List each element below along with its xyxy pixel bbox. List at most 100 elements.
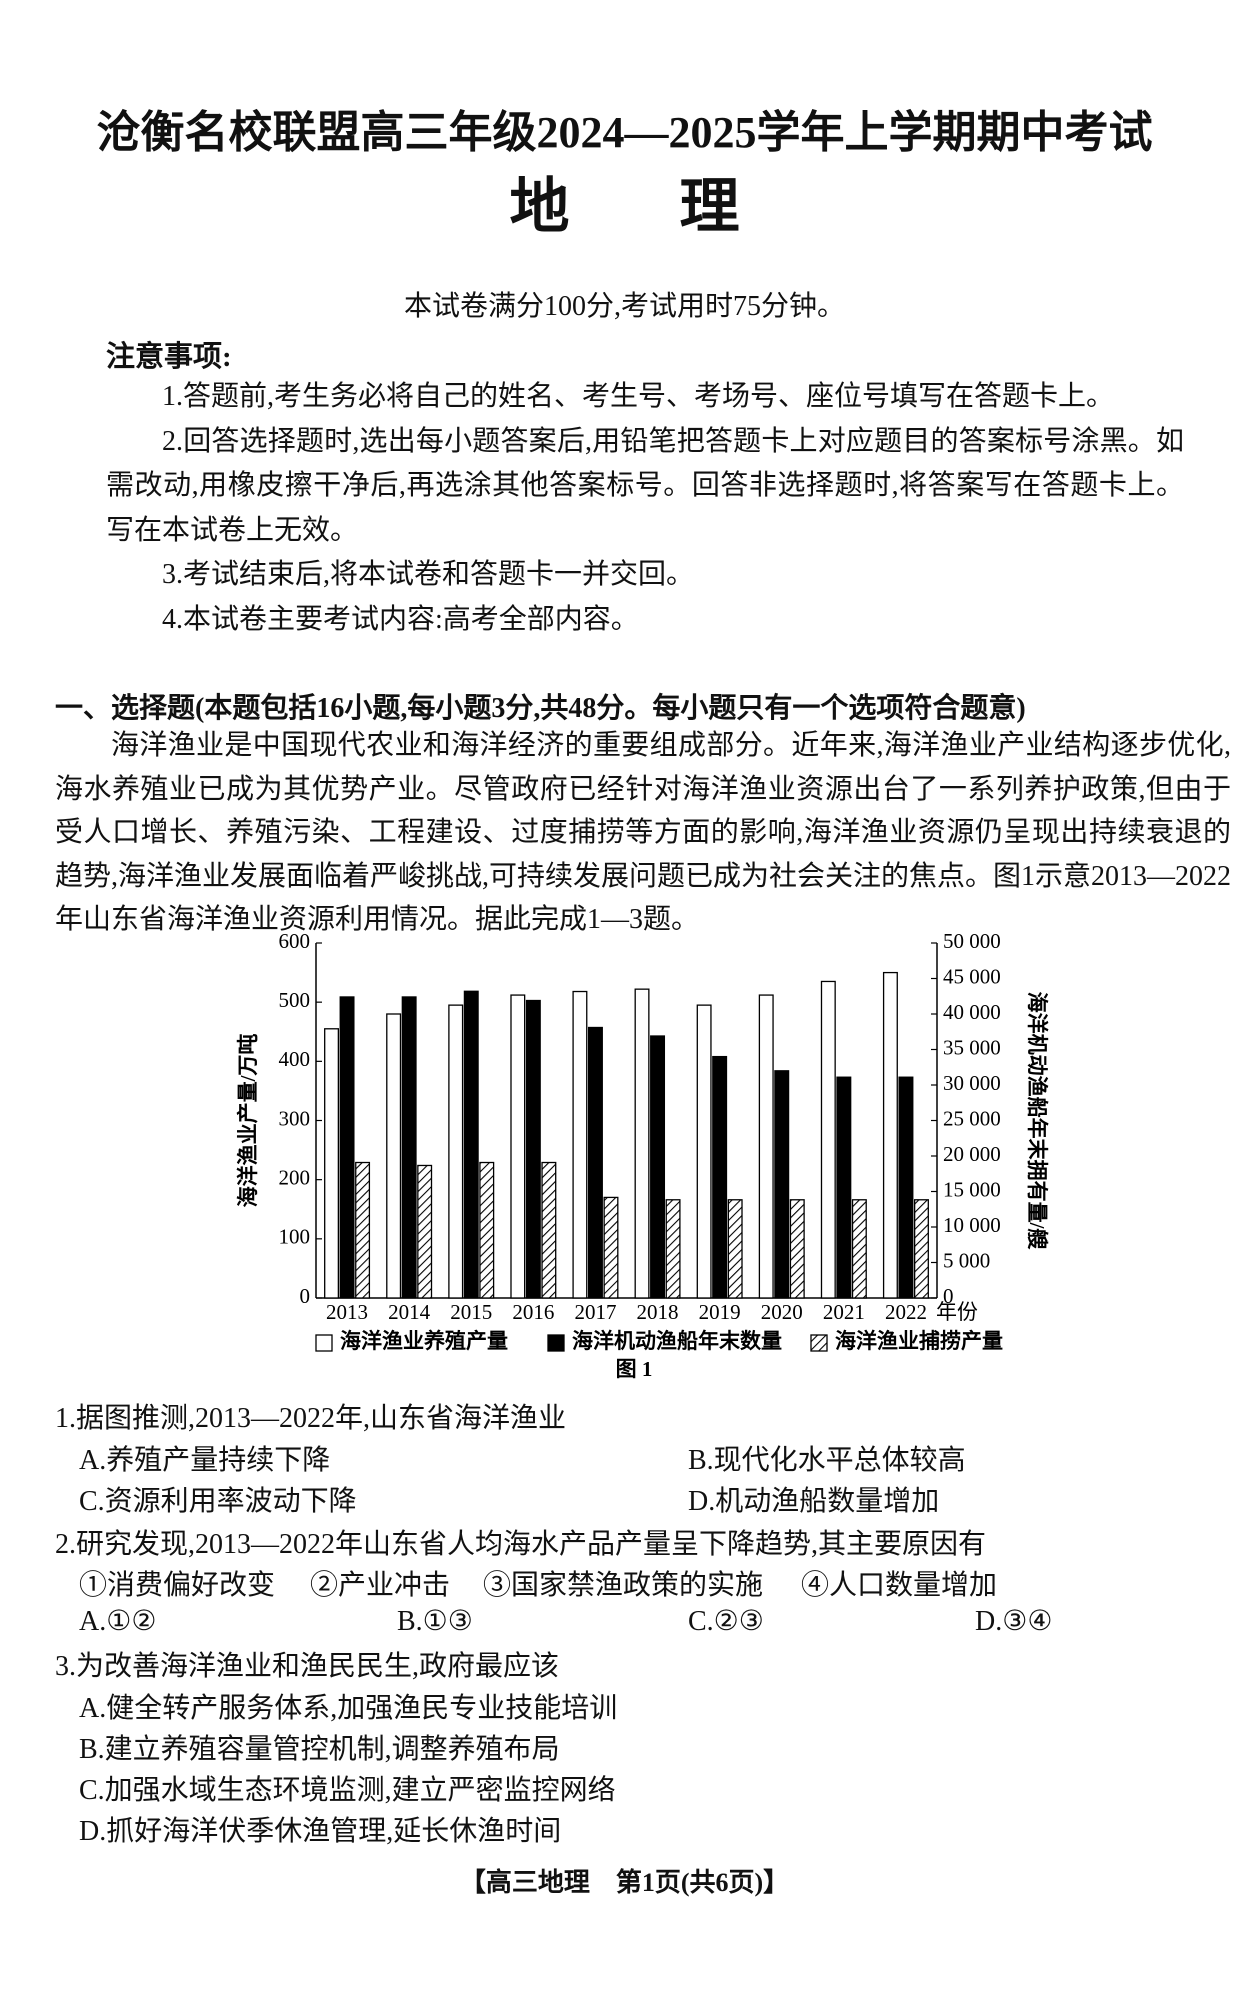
option: A.健全转产服务体系,加强渔民专业技能培训 [79,1693,618,1724]
bar [324,1028,340,1299]
legend-label: 海洋渔业捕捞产量 [835,1329,1003,1353]
y-tick-label: 500 [279,988,311,1012]
y-tick-label: 100 [279,1225,311,1249]
option: A.养殖产量持续下降 [79,1445,331,1476]
legend-swatch [547,1334,565,1352]
x-axis-label: 年份 [936,1300,978,1324]
statement: ④人口数量增加 [801,1570,998,1601]
y2-tick-label: 10 000 [943,1213,1001,1237]
option: B.①③ [397,1606,473,1637]
question-stem: 2.研究发现,2013—2022年山东省人均海水产品产量呈下降趋势,其主要原因有 [55,1529,987,1560]
note: 1.答题前,考生务必将自己的姓名、考生号、考场号、座位号填写在答题卡上。 [162,381,1115,412]
bar [758,994,774,1299]
bar [820,980,836,1299]
note: 2.回答选择题时,选出每小题答案后,用铅笔把答题卡上对应题目的答案标号涂黑。如需… [106,425,1184,546]
option: A.①② [79,1606,157,1637]
legend-label: 海洋机动渔船年末数量 [572,1329,782,1353]
legend-label: 海洋渔业养殖产量 [340,1329,508,1353]
y2-tick-label: 40 000 [943,1000,1001,1024]
section-heading: 一、选择题(本题包括16小题,每小题3分,共48分。每小题只有一个选项符合题意) [55,693,1026,724]
bar [603,1196,619,1299]
x-tick-label: 2013 [326,1300,368,1324]
y2-axis-label: 海洋机动渔船年末拥有量/艘 [1025,992,1049,1251]
option: B.建立养殖容量管控机制,调整养殖布局 [79,1734,560,1765]
y2-tick-label: 20 000 [943,1142,1001,1166]
statement: ①消费偏好改变 [79,1570,276,1601]
y2-tick-label: 30 000 [943,1071,1001,1095]
bar [339,996,355,1299]
note: 4.本试卷主要考试内容:高考全部内容。 [162,603,639,635]
bar [448,1004,464,1299]
bar [913,1199,929,1299]
option: D.③④ [975,1606,1053,1637]
y-tick-label: 0 [300,1284,311,1308]
statement: ③国家禁渔政策的实施 [483,1570,764,1601]
x-tick-label: 2021 [823,1300,865,1324]
x-tick-label: 2018 [637,1300,679,1324]
bar [634,988,650,1299]
passage: 海洋渔业是中国现代农业和海洋经济的重要组成部分。近年来,海洋渔业产业结构逐步优化… [55,730,1232,935]
option: C.加强水域生态环境监测,建立严密监控网络 [79,1775,616,1806]
bar [463,990,479,1299]
bar [386,1013,402,1299]
bar [417,1164,433,1299]
bar [727,1199,743,1299]
option: D.机动渔船数量增加 [688,1486,940,1517]
bar [572,990,588,1299]
exam-info: 本试卷满分100分,考试用时75分钟。 [403,291,845,322]
x-tick-label: 2017 [574,1300,616,1324]
figure-caption: 图 1 [616,1357,653,1381]
y2-tick-label: 45 000 [943,964,1001,988]
legend-swatch [315,1334,333,1352]
bar [587,1026,603,1299]
x-tick-label: 2022 [885,1300,927,1324]
y-tick-label: 600 [279,930,311,953]
x-tick-label: 2019 [699,1300,741,1324]
bar [665,1199,681,1299]
subject: 地理 [509,174,850,240]
notes-heading: 注意事项: [106,341,232,373]
bar [355,1161,371,1299]
bar [882,971,898,1299]
question-stem: 1.据图推测,2013—2022年,山东省海洋渔业 [55,1403,567,1434]
y2-tick-label: 0 [943,1284,954,1308]
bar [696,1004,712,1299]
y2-tick-label: 50 000 [943,930,1001,953]
y-axis-label: 海洋渔业产量/万吨 [236,1034,260,1208]
bar [774,1070,790,1299]
bar [898,1076,914,1299]
bar [712,1055,728,1299]
option: C.资源利用率波动下降 [79,1486,357,1517]
y-tick-label: 300 [279,1106,311,1130]
statement: ②产业冲击 [310,1570,451,1601]
y2-tick-label: 5 000 [943,1248,990,1272]
bar [401,996,417,1299]
legend-swatch [810,1334,828,1352]
x-tick-label: 2014 [388,1300,431,1324]
x-tick-label: 2015 [450,1300,492,1324]
exam-title: 沧衡名校联盟高三年级2024—2025学年上学期期中考试 [96,108,1153,157]
option: C.②③ [688,1606,764,1637]
y2-tick-label: 25 000 [943,1106,1001,1130]
y-tick-label: 400 [279,1047,311,1071]
option: D.抓好海洋伏季休渔管理,延长休渔时间 [79,1816,562,1847]
bar [479,1161,495,1299]
bar [836,1076,852,1299]
bar [525,999,541,1299]
x-tick-label: 2020 [761,1300,803,1324]
notes: 1.答题前,考生务必将自己的姓名、考生号、考场号、座位号填写在答题卡上。 2.回… [106,375,1184,642]
y2-tick-label: 35 000 [943,1035,1001,1059]
note: 3.考试结束后,将本试卷和答题卡一并交回。 [162,559,695,590]
bar [541,1161,557,1299]
chart: 0 100 200 300 400 500 600 0 5 000 10 000 15 000 20 … [236,930,1049,1381]
bar [789,1199,805,1299]
option: B.现代化水平总体较高 [688,1445,966,1476]
y-tick-label: 200 [279,1165,311,1189]
question-stem: 3.为改善海洋渔业和渔民民生,政府最应该 [55,1651,560,1682]
y2-tick-label: 15 000 [943,1177,1001,1201]
page-footer: 【高三地理 第1页(共6页)】 [459,1868,790,1897]
bar [851,1199,867,1299]
bar [650,1035,666,1299]
bar [510,994,526,1299]
